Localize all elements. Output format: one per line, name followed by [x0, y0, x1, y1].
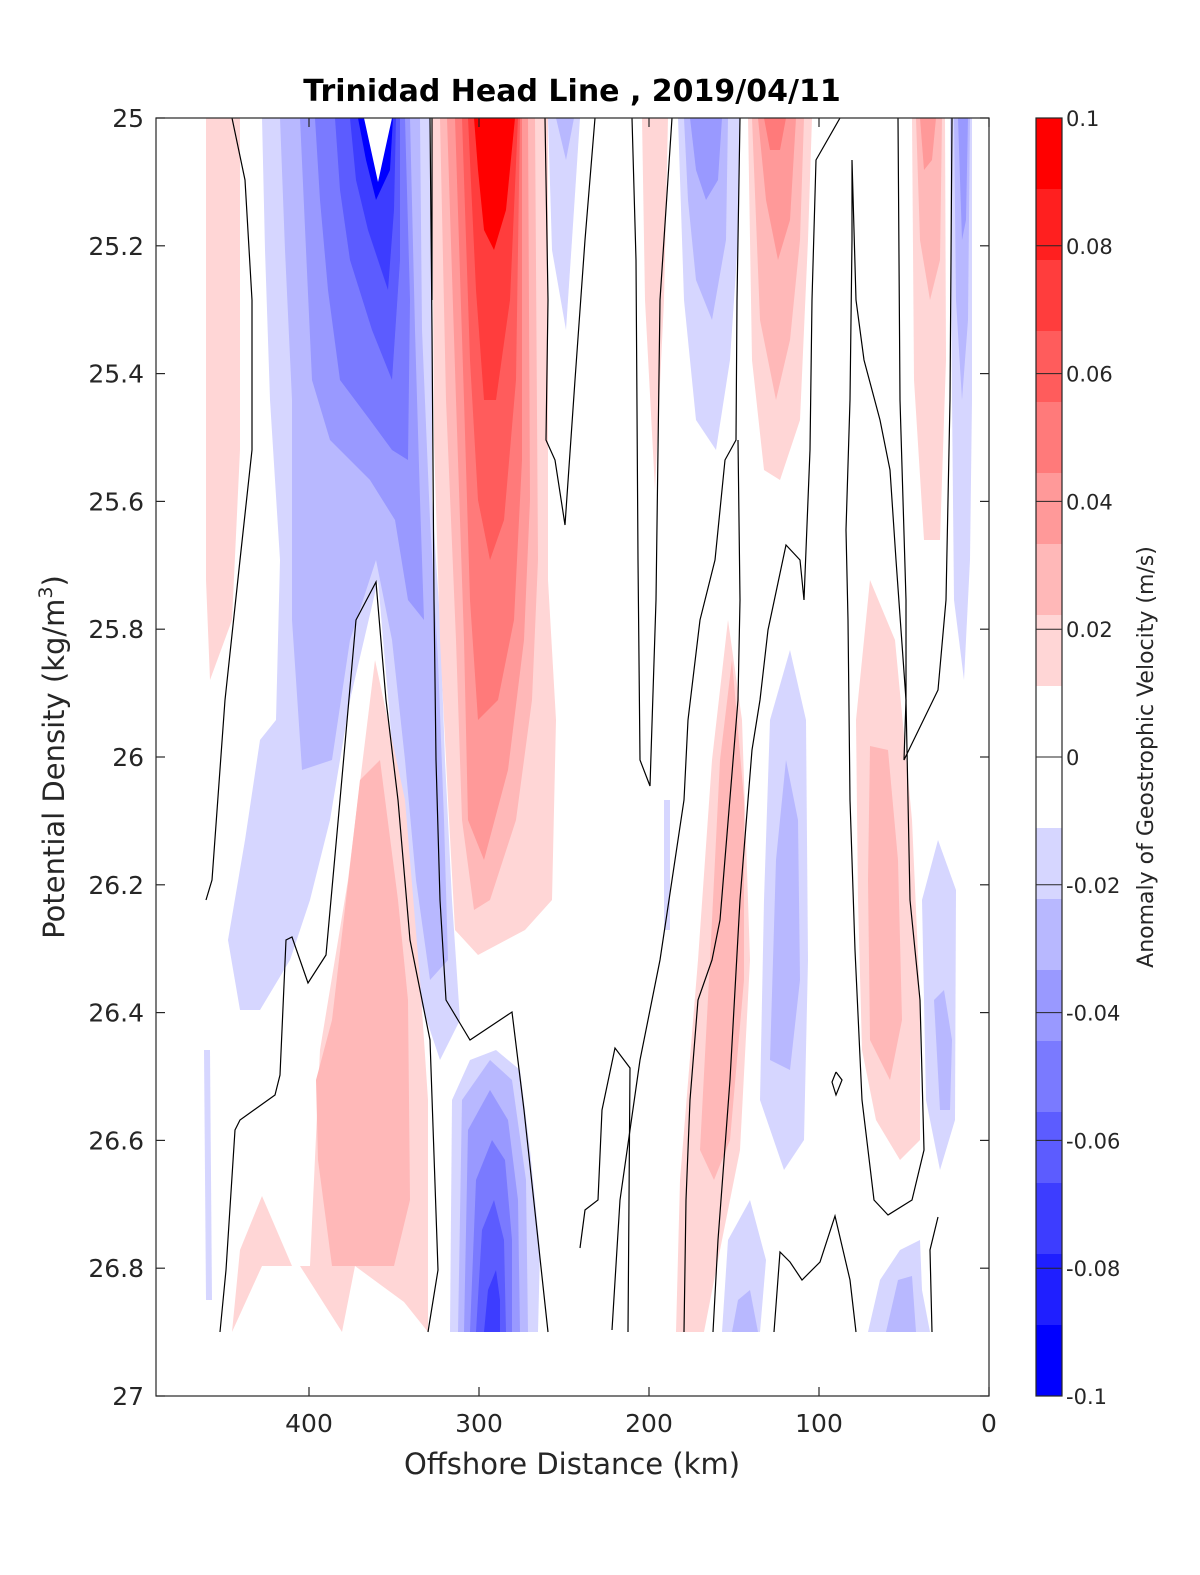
y-tick-label: 27: [112, 1382, 144, 1411]
colorbar-tick-label: 0.1: [1066, 107, 1099, 131]
colorbar-level: [1036, 189, 1062, 261]
colorbar-level: [1036, 1254, 1062, 1326]
colorbar-level: [1036, 544, 1062, 616]
y-tick-label: 26.4: [88, 999, 144, 1028]
chart-title: Trinidad Head Line , 2019/04/11: [303, 74, 840, 109]
x-tick-label: 200: [625, 1409, 673, 1438]
colorbar-level: [1036, 757, 1062, 829]
colorbar-level: [1036, 402, 1062, 474]
colorbar-tick-label: 0.08: [1066, 235, 1113, 259]
colorbar-tick-label: -0.1: [1066, 1385, 1107, 1409]
colorbar-tick-label: 0.02: [1066, 618, 1113, 642]
colorbar-level: [1036, 615, 1062, 687]
colorbar-level: [1036, 118, 1062, 190]
colorbar-level: [1036, 1183, 1062, 1255]
colorbar-tick-label: -0.02: [1066, 874, 1120, 898]
colorbar-level: [1036, 828, 1062, 900]
colorbar-level: [1036, 260, 1062, 332]
y-axis-label: Potential Density (kg/m3): [35, 575, 71, 939]
y-tick-label: 26.2: [88, 871, 144, 900]
plot-area: [204, 118, 972, 1333]
y-axis-label-main: Potential Density (kg/m: [37, 599, 71, 939]
colorbar-tick-label: -0.04: [1066, 1002, 1120, 1026]
colorbar-tick-label: 0: [1066, 746, 1079, 770]
x-tick-label: 100: [795, 1409, 843, 1438]
x-tick-label: 400: [285, 1409, 333, 1438]
y-tick-label: 26.8: [88, 1254, 144, 1283]
colorbar-level: [1036, 686, 1062, 758]
y-tick-label: 25: [112, 104, 144, 133]
y-tick-label: 26: [112, 743, 144, 772]
colorbar: 0.1 0.08 0.06 0.04 0.02 0 -0.02 -0.04 -0.06 -0.08…: [1035, 107, 1120, 1409]
y-tick-label: 25.2: [88, 232, 144, 261]
x-tick-label: 300: [455, 1409, 503, 1438]
colorbar-tick-label: 0.06: [1066, 363, 1113, 387]
y-tick-label: 26.6: [88, 1126, 144, 1155]
colorbar-level: [1036, 1041, 1062, 1113]
colorbar-level: [1036, 331, 1062, 403]
y-tick-label: 25.4: [88, 360, 144, 389]
y-tick-label: 25.6: [88, 487, 144, 516]
colorbar-level: [1036, 1112, 1062, 1184]
y-axis-label-superscript: 3: [35, 586, 57, 598]
colorbar-level: [1036, 473, 1062, 545]
colorbar-tick-label: 0.04: [1066, 490, 1113, 514]
colorbar-level: [1036, 1325, 1062, 1397]
colorbar-level: [1036, 899, 1062, 971]
colorbar-tick-label: -0.06: [1066, 1129, 1120, 1153]
x-axis-label: Offshore Distance (km): [404, 1447, 740, 1481]
y-axis-label-end: ): [37, 575, 71, 586]
colorbar-tick-label: -0.08: [1066, 1257, 1120, 1281]
x-tick-label: 0: [981, 1409, 997, 1438]
colorbar-label: Anomaly of Geostrophic Velocity (m/s): [1134, 546, 1159, 968]
contour-fill: [204, 118, 972, 1332]
y-tick-label: 25.8: [88, 615, 144, 644]
zero-contours: [205, 118, 953, 1333]
x-axis: 400 300 200 100 0: [285, 118, 997, 1438]
colorbar-level: [1036, 970, 1062, 1042]
y-axis: 25 25.2 25.4 25.6 25.8 26 26.2 26.4 26.6 26.8 27: [88, 104, 989, 1411]
